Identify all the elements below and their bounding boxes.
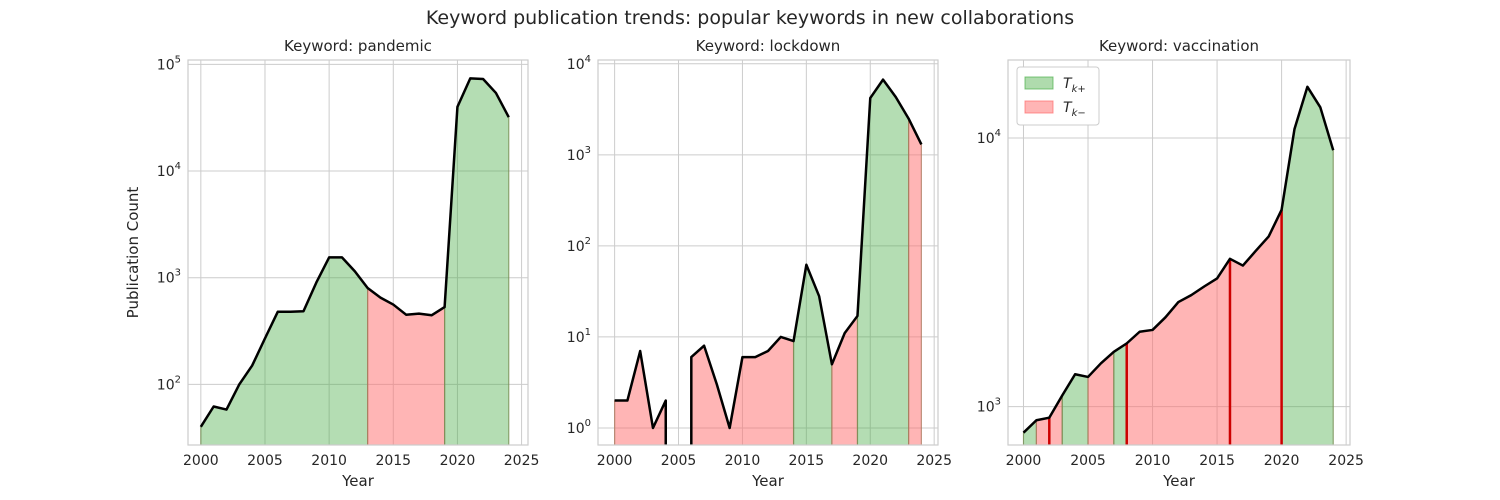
series-line — [1022, 85, 1335, 434]
area-segment-tk-plus — [1061, 373, 1089, 445]
x-tick-label: 2000 — [1006, 453, 1042, 469]
series-line — [614, 349, 667, 445]
x-tick-label: 2025 — [916, 453, 952, 469]
y-tick-label: 103 — [567, 145, 591, 164]
x-tick-label: 2025 — [1328, 453, 1364, 469]
area-segment-tk-minus — [367, 287, 446, 445]
area-segment-tk-minus — [908, 118, 922, 445]
x-axis-label: Year — [751, 472, 785, 490]
series-line — [199, 77, 510, 428]
y-tick-label: 103 — [977, 397, 1001, 416]
x-tick-label: 2020 — [1264, 453, 1300, 469]
area-segment-tk-plus — [856, 78, 910, 445]
y-tick-label: 101 — [567, 327, 591, 346]
figure-title: Keyword publication trends: popular keyw… — [426, 7, 1074, 29]
x-tick-label: 2020 — [440, 453, 476, 469]
x-tick-label: 2010 — [311, 453, 347, 469]
x-tick-label: 2020 — [852, 453, 888, 469]
x-tick-label: 2015 — [375, 453, 411, 469]
panel-title: Keyword: vaccination — [1099, 37, 1259, 55]
x-tick-label: 2010 — [725, 453, 761, 469]
legend: Tk+ Tk− — [1016, 66, 1100, 126]
y-tick-label: 102 — [567, 236, 591, 255]
axes-frame — [1007, 59, 1351, 446]
area-segment-tk-plus — [200, 256, 369, 445]
plot-area — [199, 77, 510, 445]
x-tick-label: 2015 — [1199, 453, 1235, 469]
chart-panels: 2000 2005 2010 2015 2020 2025 102 103 104 105 Keyw… — [124, 37, 1364, 490]
legend-swatch-tk-plus — [1024, 76, 1054, 90]
chart-panel-1: 2000 2005 2010 2015 2020 2025 102 103 104 105 Keyw… — [124, 37, 539, 490]
panel-title: Keyword: pandemic — [284, 37, 432, 55]
x-tick-label: 2000 — [597, 453, 633, 469]
plot-area — [614, 78, 923, 445]
x-tick-label: 2005 — [1070, 453, 1106, 469]
y-tick-label: 104 — [157, 161, 181, 180]
plot-area — [1022, 85, 1335, 445]
x-tick-label: 2000 — [183, 453, 219, 469]
x-tick-label: 2025 — [504, 453, 540, 469]
axes-frame — [187, 59, 529, 446]
y-tick-label: 104 — [977, 128, 1001, 147]
legend-frame — [1016, 66, 1100, 126]
area-segment-tk-minus — [1087, 350, 1115, 445]
area-segment-tk-plus — [1113, 342, 1128, 445]
x-axis-label: Year — [341, 472, 375, 490]
legend-label-tk-minus: Tk− — [1063, 100, 1086, 119]
y-tick-label: 104 — [567, 54, 591, 73]
x-tick-label: 2005 — [661, 453, 697, 469]
axes-frame — [597, 59, 939, 446]
y-tick-label: 100 — [567, 418, 591, 437]
panel-title: Keyword: lockdown — [696, 37, 841, 55]
x-tick-label: 2015 — [789, 453, 825, 469]
x-tick-label: 2010 — [1135, 453, 1171, 469]
x-axis-label: Year — [1162, 472, 1196, 490]
legend-label-tk-plus: Tk+ — [1063, 76, 1086, 95]
chart-panel-3: 2000 2005 2010 2015 2020 2025 103 104 Keyword: v… — [977, 37, 1364, 490]
y-tick-label: 105 — [157, 54, 181, 73]
series-line — [690, 78, 923, 445]
x-tick-label: 2005 — [247, 453, 283, 469]
y-tick-label: 102 — [157, 374, 181, 393]
area-segment-tk-plus — [444, 77, 510, 445]
area-segment-tk-plus — [1281, 85, 1334, 445]
chart-panel-2: 2000 2005 2010 2015 2020 2025 100 101 102 103 104 K… — [567, 37, 952, 490]
area-segment-tk-plus — [793, 262, 833, 445]
legend-swatch-tk-minus — [1024, 100, 1054, 114]
y-axis-label: Publication Count — [124, 187, 142, 319]
y-tick-label: 103 — [157, 268, 181, 287]
